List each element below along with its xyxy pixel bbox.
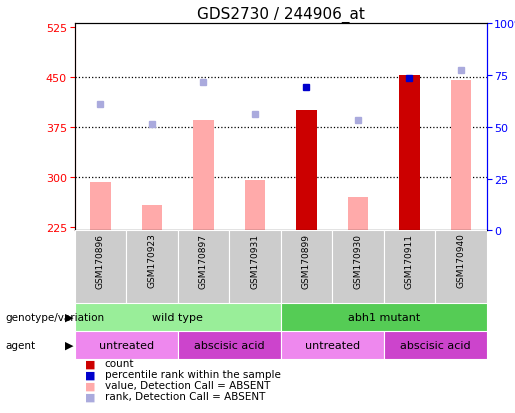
- Text: percentile rank within the sample: percentile rank within the sample: [105, 370, 281, 380]
- Bar: [281, 331, 384, 359]
- Text: genotype/variation: genotype/variation: [5, 312, 104, 322]
- Bar: [281, 303, 487, 331]
- Text: count: count: [105, 358, 134, 368]
- Bar: [399, 76, 420, 231]
- Text: GSM170911: GSM170911: [405, 233, 414, 288]
- Bar: [332, 231, 384, 303]
- Text: ■: ■: [85, 392, 95, 401]
- Bar: [245, 181, 265, 231]
- Title: GDS2730 / 244906_at: GDS2730 / 244906_at: [197, 7, 365, 23]
- Bar: [384, 231, 435, 303]
- Text: rank, Detection Call = ABSENT: rank, Detection Call = ABSENT: [105, 392, 265, 401]
- Bar: [178, 231, 229, 303]
- Text: untreated: untreated: [304, 340, 360, 350]
- Text: ▶: ▶: [65, 312, 74, 322]
- Text: untreated: untreated: [98, 340, 154, 350]
- Text: abscisic acid: abscisic acid: [400, 340, 471, 350]
- Text: agent: agent: [5, 340, 35, 350]
- Bar: [75, 331, 178, 359]
- Text: wild type: wild type: [152, 312, 203, 322]
- Text: GSM170896: GSM170896: [96, 233, 105, 288]
- Text: GSM170923: GSM170923: [147, 233, 157, 288]
- Bar: [90, 182, 111, 231]
- Bar: [451, 81, 471, 231]
- Text: abscisic acid: abscisic acid: [194, 340, 265, 350]
- Text: GSM170897: GSM170897: [199, 233, 208, 288]
- Text: GSM170899: GSM170899: [302, 233, 311, 288]
- Bar: [435, 231, 487, 303]
- Bar: [384, 331, 487, 359]
- Bar: [229, 231, 281, 303]
- Text: ■: ■: [85, 380, 95, 390]
- Text: GSM170940: GSM170940: [456, 233, 466, 288]
- Text: value, Detection Call = ABSENT: value, Detection Call = ABSENT: [105, 380, 270, 390]
- Bar: [193, 121, 214, 231]
- Bar: [126, 231, 178, 303]
- Bar: [75, 231, 126, 303]
- Text: ▶: ▶: [65, 340, 74, 350]
- Bar: [142, 206, 162, 231]
- Bar: [296, 111, 317, 231]
- Bar: [348, 197, 368, 231]
- Text: GSM170930: GSM170930: [353, 233, 363, 288]
- Bar: [281, 231, 332, 303]
- Text: GSM170931: GSM170931: [250, 233, 260, 288]
- Bar: [178, 331, 281, 359]
- Bar: [75, 303, 281, 331]
- Text: ■: ■: [85, 358, 95, 368]
- Text: ■: ■: [85, 370, 95, 380]
- Text: abh1 mutant: abh1 mutant: [348, 312, 420, 322]
